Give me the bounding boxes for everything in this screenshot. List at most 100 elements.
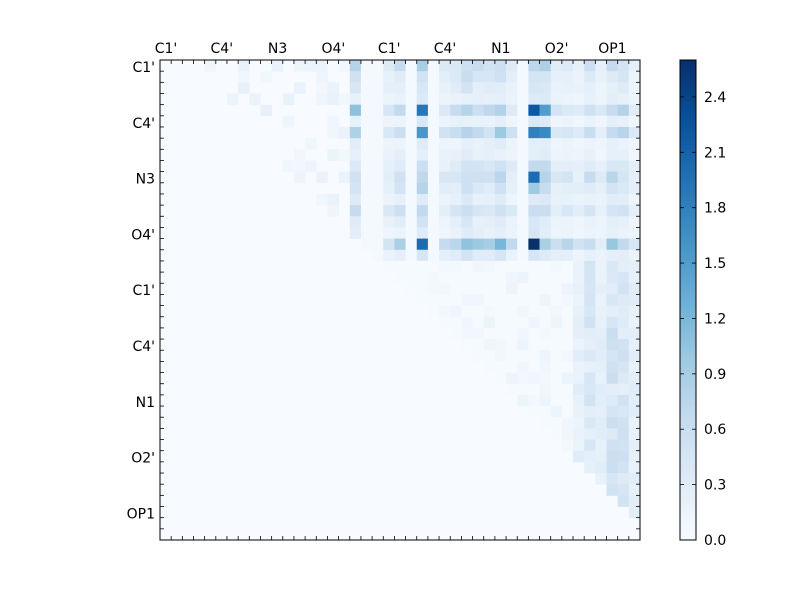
colorbar-tick-label: 1.8 [704,201,726,217]
heatmap-cell [494,238,507,251]
heatmap-cell [628,71,641,83]
heatmap-cell [494,126,507,139]
heatmap-cell [573,216,585,228]
heatmap-cell [628,104,641,117]
heatmap-cell [517,272,529,284]
heatmap-cell [606,394,619,407]
heatmap-cell [439,171,451,184]
heatmap-cell [360,71,373,83]
heatmap-cell [528,305,540,318]
heatmap-cell [439,238,451,251]
colorbar-tick-label: 0.9 [704,367,726,383]
heatmap-cell [550,182,563,195]
heatmap-cell [405,104,418,117]
heatmap-cell [405,126,418,139]
heatmap-cell [617,383,630,396]
heatmap-cell [383,171,395,184]
heatmap-cell [606,417,619,429]
heatmap-cell [472,249,485,262]
heatmap-cell [405,71,418,83]
heatmap-cell [550,350,563,362]
heatmap-cell [628,305,641,318]
heatmap-cell [427,227,440,239]
heatmap-cell [606,249,619,262]
heatmap-cell [550,372,563,385]
colorbar-tick-label: 1.5 [704,256,726,272]
heatmap-cell [561,149,574,161]
heatmap-cell [439,193,451,206]
heatmap-cell [628,182,641,195]
heatmap-cell [617,160,630,173]
heatmap-cell [573,60,585,72]
heatmap-cell [349,115,362,128]
heatmap-cell [550,238,563,251]
heatmap-cell [327,149,339,161]
heatmap-cell [394,60,406,72]
heatmap-cell [550,272,563,284]
heatmap-cell [528,60,540,72]
heatmap-cell [584,205,596,217]
heatmap-cell [394,171,406,184]
heatmap-cell [483,82,496,94]
heatmap-cell [606,126,619,139]
heatmap-cell [494,216,507,228]
heatmap-cell [617,138,630,150]
heatmap-cell [483,205,496,217]
heatmap-cell [539,249,552,262]
heatmap-cell [450,249,462,262]
heatmap-cell [561,160,574,173]
heatmap-cell [226,93,239,106]
heatmap-cell [238,82,250,94]
heatmap-cell [528,316,540,329]
heatmap-cell [595,283,607,295]
heatmap-cell [472,316,485,329]
heatmap-cell [416,216,429,228]
heatmap-cell [573,238,585,251]
x-tick-label: C1' [378,41,401,57]
heatmap-cell [450,160,462,173]
colorbar-tick-label: 1.2 [704,311,726,327]
x-tick-label: N1 [491,41,510,57]
heatmap-cell [561,193,574,206]
heatmap-cell [472,104,485,117]
heatmap-cell [561,294,574,306]
heatmap-cell [506,171,518,184]
heatmap-cell [561,205,574,217]
heatmap-cell [506,327,518,340]
heatmap-cell [494,82,507,94]
heatmap-cell [595,82,607,94]
heatmap-cell [383,82,395,94]
heatmap-cell [628,138,641,150]
heatmap-cell [360,149,373,161]
heatmap-cell [360,205,373,217]
heatmap-cell [349,193,362,206]
heatmap-cell [561,93,574,106]
heatmap-cell [483,115,496,128]
heatmap-cell [450,149,462,161]
heatmap-cell [528,160,540,173]
heatmap-cell [617,339,630,351]
heatmap-cell [405,60,418,72]
heatmap-cell [360,160,373,173]
heatmap-cell [439,260,451,273]
heatmap-cell [573,193,585,206]
heatmap-cell [517,238,529,251]
heatmap-cell [517,294,529,306]
heatmap-cell [383,205,395,217]
heatmap-cell [573,138,585,150]
heatmap-cell [494,115,507,128]
heatmap-cell [416,294,429,306]
heatmap-cell [427,216,440,228]
heatmap-cell [573,126,585,139]
heatmap-cell [338,93,351,106]
heatmap-cell [584,316,596,329]
heatmap-cell [506,283,518,295]
heatmap-cell [293,171,306,184]
heatmap-cell [628,60,641,72]
heatmap-cell [494,205,507,217]
heatmap-cell [472,138,485,150]
heatmap-cell [372,182,384,195]
heatmap-cell [394,238,406,251]
heatmap-cell [606,115,619,128]
heatmap-cell [494,249,507,262]
